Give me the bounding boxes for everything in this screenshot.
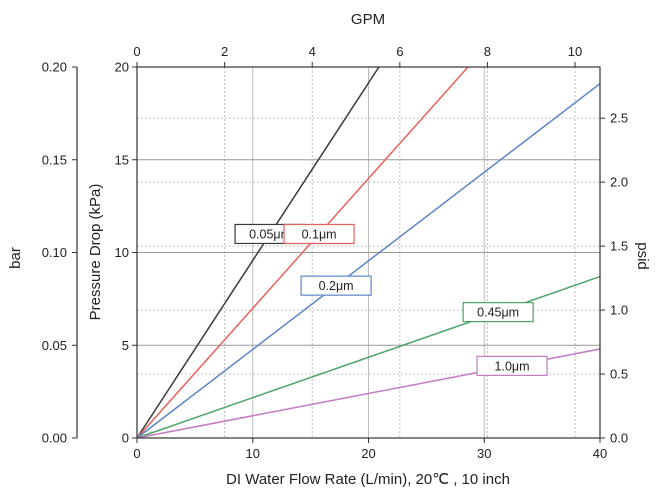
series-label-box [476,355,548,376]
kpa-tick-label: 0 [122,431,129,446]
series-label-4: 1.0μm [476,355,548,376]
bottom-tick-label: 40 [593,446,607,461]
bar-tick-label: 0.00 [42,431,67,446]
series-label-2: 0.2μm [300,275,372,296]
psid-tick-label: 2.0 [610,175,628,190]
top-tick-label: 0 [133,44,140,59]
series-line-1 [136,66,469,439]
series-label-1: 0.1μm [283,223,355,245]
top-tick-label: 6 [396,44,403,59]
top-tick-label: 4 [309,44,316,59]
kpa-tick-label: 10 [115,245,129,260]
psid-tick-label: 1.5 [610,239,628,254]
bar-tick-label: 0.20 [42,60,67,75]
series-line-2 [136,83,601,439]
series-label-text: 0.2μm [319,279,354,293]
bottom-tick-label: 30 [477,446,491,461]
bottom-tick-label: 10 [246,446,260,461]
series-line-0 [136,66,380,439]
psid-tick-label: 2.5 [610,111,628,126]
series-label-box [300,275,372,296]
bar-tick-label: 0.15 [42,152,67,167]
psid-tick-label: 1.0 [610,303,628,318]
kpa-tick-label: 5 [122,338,129,353]
kpa-tick-label: 15 [115,152,129,167]
series-label-box [283,223,355,245]
series-label-box [462,302,534,323]
series-label-text: 0.05μm [249,227,291,241]
axes: 0 10 20 30 40 0 2 4 6 8 10 0 5 10 15 20 0.00 0.05 0.10 0.15… [42,44,628,461]
bottom-tick-label: 0 [133,446,140,461]
series-label-text: 0.1μm [302,227,337,241]
right-axis-title: psid [634,242,651,270]
top-tick-label: 8 [484,44,491,59]
kpa-tick-label: 20 [115,60,129,75]
bottom-tick-label: 20 [361,446,375,461]
bottom-axis-title: DI Water Flow Rate (L/min), 20℃ , 10 inc… [226,471,510,488]
top-axis-title: GPM [351,11,385,28]
bar-tick-label: 0.05 [42,338,67,353]
top-tick-label: 10 [568,44,582,59]
series-label-3: 0.45μm [462,302,534,323]
psid-tick-label: 0.0 [610,431,628,446]
bar-tick-label: 0.10 [42,245,67,260]
psid-tick-label: 0.5 [610,367,628,382]
left-inner-axis-title: Pressure Drop (kPa) [87,184,104,321]
grid-lines [137,67,600,438]
left-outer-axis-title: bar [7,247,24,269]
series-label-text: 1.0μm [495,359,530,373]
series-labels: 0.05μm 0.1μm 0.2μm 0.45μm 1.0μm [234,223,548,376]
top-tick-label: 2 [221,44,228,59]
series-label-text: 0.45μm [477,306,519,320]
